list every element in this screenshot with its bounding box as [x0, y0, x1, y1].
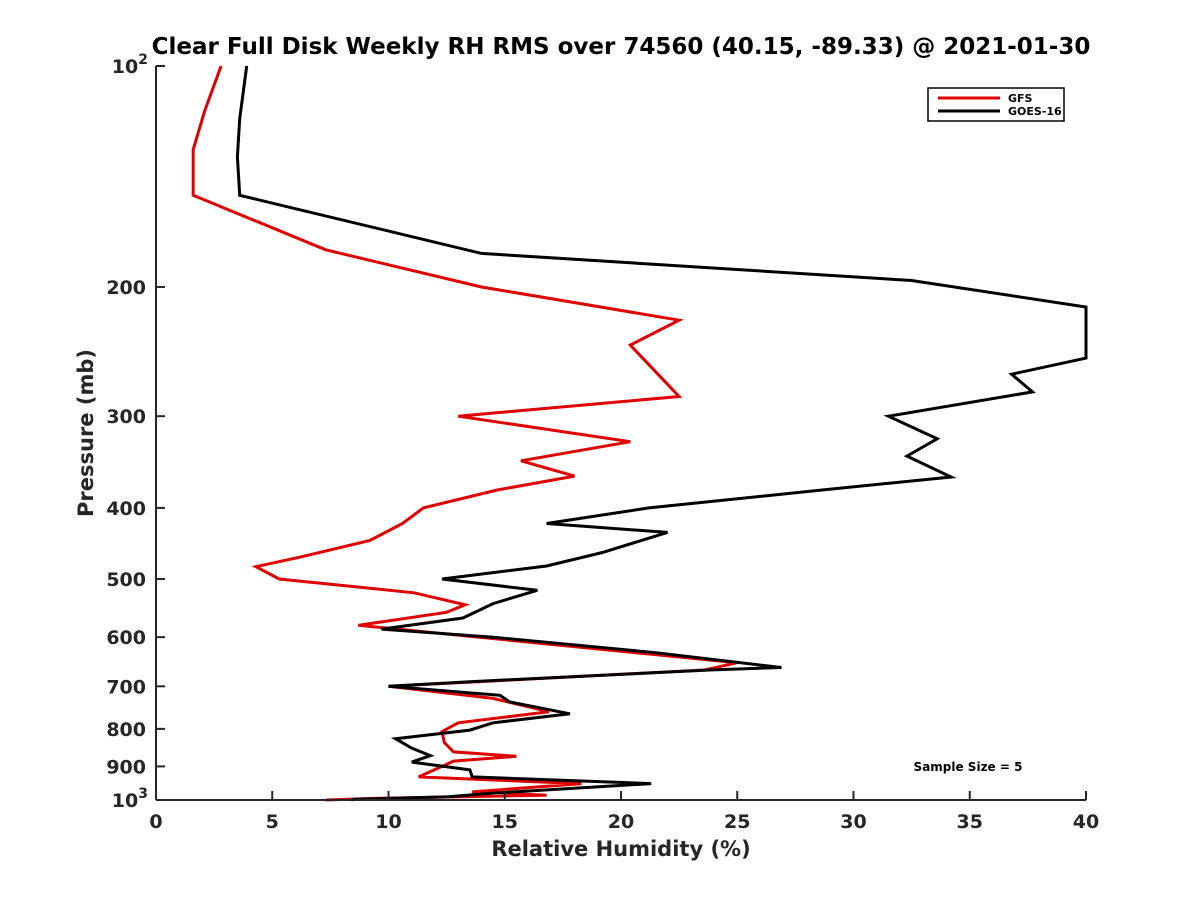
y-tick-label: 102 [112, 52, 148, 78]
y-tick-label: 900 [106, 756, 146, 778]
x-tick-label: 5 [266, 811, 279, 833]
y-tick-label: 700 [106, 676, 146, 698]
series-line-0 [191, 65, 738, 802]
x-tick-label: 35 [957, 811, 983, 833]
x-tick-label: 15 [492, 811, 518, 833]
y-tick-label: 500 [106, 569, 146, 591]
x-tick-label: 20 [608, 811, 634, 833]
x-tick-label: 25 [724, 811, 750, 833]
y-tick-label: 200 [106, 277, 146, 299]
ticks-layer: 0 5 10 15 20 25 30 35 40 102 200 300 400 500 600 700 800… [106, 52, 1099, 833]
x-tick-label: 30 [840, 811, 866, 833]
legend-label: GOES-16 [1008, 105, 1062, 118]
axes-layer [155, 66, 1086, 801]
y-tick-label: 600 [106, 627, 146, 649]
legend-label: GFS [1008, 92, 1033, 105]
y-tick-label: 103 [112, 786, 148, 812]
x-axis-label: Relative Humidity (%) [491, 837, 750, 861]
y-axis-label: Pressure (mb) [74, 349, 98, 517]
series-line-1 [235, 65, 1088, 802]
x-tick-label: 0 [149, 811, 162, 833]
sample-size-annotation: Sample Size = 5 [914, 760, 1023, 774]
chart-title: Clear Full Disk Weekly RH RMS over 74560… [152, 34, 1091, 60]
y-tick-label: 300 [106, 406, 146, 428]
x-tick-label: 10 [375, 811, 401, 833]
series-layer [191, 65, 1088, 802]
y-tick-label: 800 [106, 719, 146, 741]
x-tick-label: 40 [1073, 811, 1099, 833]
legend-box [927, 87, 1065, 122]
y-tick-label: 400 [106, 498, 146, 520]
